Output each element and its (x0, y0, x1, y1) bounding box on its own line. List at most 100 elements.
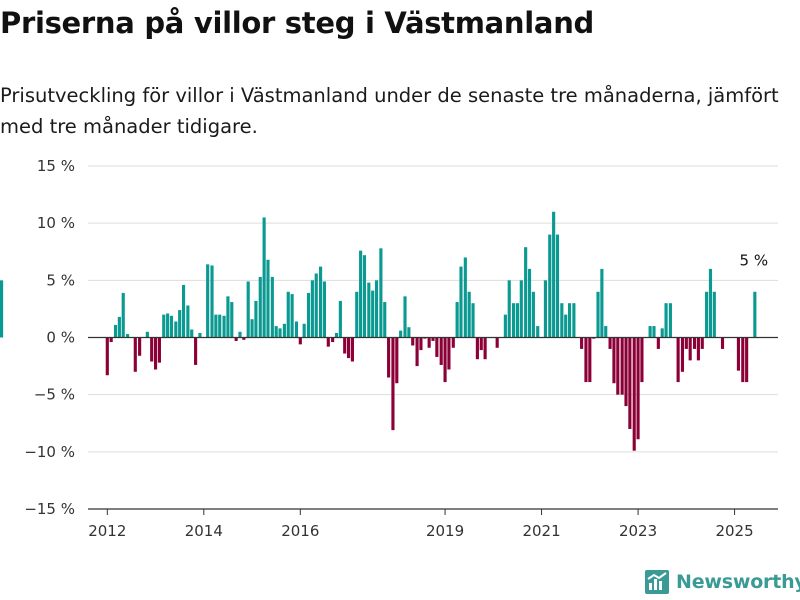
bar (242, 337, 246, 340)
bar (270, 276, 274, 338)
bar (274, 326, 278, 338)
bar (431, 337, 435, 341)
x-tick-label: 2021 (522, 522, 560, 540)
bar (310, 280, 314, 338)
bar (495, 337, 499, 348)
bar (692, 337, 697, 349)
bar (0, 280, 4, 338)
bar (612, 337, 616, 384)
bar (206, 264, 210, 338)
bar (427, 337, 431, 348)
bar (210, 265, 214, 338)
bar (334, 332, 339, 338)
bar (322, 281, 327, 338)
bar (753, 291, 757, 338)
bar (676, 337, 680, 383)
bar (286, 291, 290, 338)
chart-title: Priserna på villor steg i Västmanland (0, 6, 594, 40)
bar (105, 337, 109, 376)
bar (411, 337, 415, 346)
bar (306, 292, 311, 338)
bar (648, 326, 652, 338)
bar (507, 280, 511, 338)
bar (218, 314, 222, 338)
bar (503, 314, 507, 338)
bar (552, 211, 556, 338)
bar (656, 337, 660, 349)
bar (652, 326, 656, 338)
bar (664, 303, 668, 338)
bar (696, 337, 700, 361)
bar (660, 328, 664, 338)
bar (459, 266, 463, 338)
y-tick-label: 0 % (46, 329, 75, 347)
bar (331, 337, 335, 343)
bar (567, 303, 572, 338)
bar (399, 330, 403, 338)
bar (596, 291, 600, 338)
bar (741, 337, 745, 383)
bar (319, 266, 323, 338)
bar (266, 259, 270, 338)
bar (374, 280, 379, 338)
bar (362, 255, 367, 338)
bar (555, 234, 560, 338)
bar (475, 337, 479, 360)
bar (560, 303, 564, 338)
bars (0, 211, 757, 451)
x-tick-label: 2025 (715, 522, 753, 540)
bar (736, 337, 741, 371)
bar (628, 337, 632, 429)
bar (278, 328, 282, 338)
bar (109, 337, 113, 343)
newsworthy-icon (645, 570, 669, 594)
bar (379, 248, 383, 338)
bar (282, 323, 286, 338)
bar (343, 337, 347, 354)
x-tick-label: 2014 (185, 522, 223, 540)
bar (624, 337, 628, 407)
bar (338, 300, 342, 338)
bar (548, 234, 552, 338)
bar (712, 291, 716, 338)
bar (346, 337, 351, 359)
bar (403, 296, 407, 338)
bar (391, 337, 395, 431)
bar (150, 337, 154, 362)
bar (367, 282, 371, 338)
bar (600, 268, 604, 338)
bar (515, 303, 520, 338)
bar (153, 337, 158, 370)
bar (350, 337, 354, 362)
bar (262, 217, 266, 338)
bar (395, 337, 399, 384)
bar (198, 332, 202, 338)
chart-subtitle: Prisutveckling för villor i Västmanland … (0, 84, 779, 138)
bar (580, 337, 584, 349)
bar (463, 257, 467, 338)
bar (254, 300, 258, 338)
bar (588, 337, 592, 383)
bar (181, 284, 186, 338)
x-tick-label: 2016 (281, 522, 319, 540)
bar (190, 329, 194, 338)
bar (443, 337, 447, 383)
bar (471, 303, 475, 338)
bar (636, 337, 640, 440)
bar (166, 313, 170, 338)
bar (680, 337, 685, 372)
bar (234, 337, 238, 341)
brand-name: Newsworthy (676, 571, 800, 593)
bar (604, 326, 608, 338)
bar (326, 337, 330, 347)
bar (527, 268, 532, 338)
bar (113, 324, 118, 338)
bar (250, 319, 254, 338)
bar (226, 296, 230, 338)
bar (387, 337, 391, 378)
bar (564, 314, 568, 338)
bar (194, 337, 198, 365)
bar (483, 337, 487, 360)
bar (616, 337, 620, 395)
bar (608, 337, 612, 349)
